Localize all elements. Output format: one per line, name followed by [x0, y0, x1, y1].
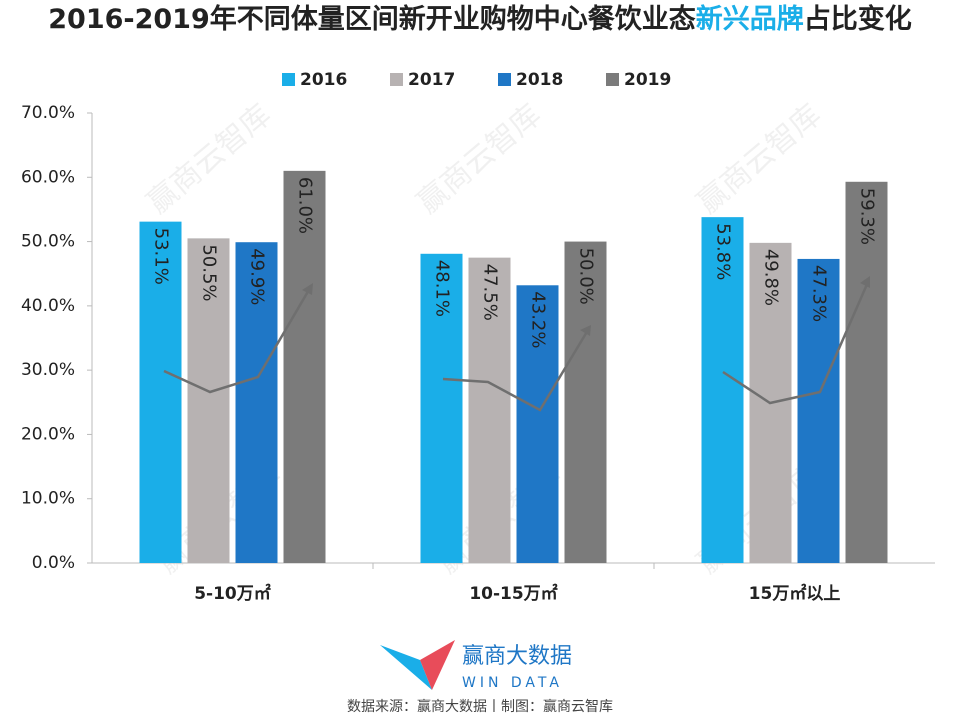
value-label: 59.3% [857, 188, 878, 245]
trend-arrow [722, 281, 870, 405]
y-tick-label: 70.0% [21, 103, 75, 123]
watermark: 赢商云智库 [411, 98, 548, 221]
bar [845, 181, 888, 564]
value-label: 47.3% [809, 265, 830, 322]
trend-arrow [442, 329, 590, 412]
value-label: 53.8% [713, 223, 734, 280]
bar [701, 217, 744, 563]
logo-shape [420, 640, 455, 690]
value-label: 47.5% [480, 264, 501, 321]
arrow-head [302, 283, 313, 295]
arrow-head [580, 325, 591, 336]
source: 数据来源：赢商大数据丨制图：赢商云智库 [347, 698, 613, 715]
value-label: 49.9% [246, 248, 267, 305]
arrow-heads [302, 276, 870, 336]
bar [235, 242, 278, 563]
logo-shape [380, 645, 432, 690]
y-tick-label: 20.0% [21, 424, 75, 444]
bar [420, 253, 463, 564]
watermark: 赢商云智库 [141, 98, 278, 221]
legend-label: 2016 [300, 70, 347, 90]
trend-arrow [163, 287, 312, 394]
x-tick-label: 15万㎡以上 [749, 583, 841, 604]
bar [516, 285, 559, 563]
legend-label: 2018 [516, 70, 563, 90]
watermark: 赢商云智库 [691, 98, 828, 221]
legend-swatch [390, 73, 403, 86]
bar [283, 170, 326, 563]
y-tick-label: 40.0% [21, 296, 75, 316]
legend-label: 2017 [408, 70, 455, 90]
y-tick-label: 30.0% [21, 360, 75, 380]
bar [468, 257, 511, 563]
value-label: 53.1% [151, 228, 172, 285]
y-tick-label: 0.0% [32, 553, 75, 573]
bar [139, 221, 182, 563]
value-label: 50.5% [199, 244, 220, 301]
logo-name: 赢商大数据 [462, 644, 572, 669]
y-tick-label: 10.0% [21, 489, 75, 509]
value-label: 49.8% [761, 249, 782, 306]
x-tick-label: 10-15万㎡ [469, 583, 557, 604]
value-label: 61.0% [295, 177, 316, 234]
title-part: 2016-2019年不同体量区间新开业购物中心餐饮业态 [48, 3, 696, 35]
value-label: 43.2% [528, 291, 549, 348]
plot: 赢商云智库赢商云智库赢商云智库赢商云智库赢商云智库赢商云智库0.0%10.0%2… [21, 70, 935, 604]
trend-arrows [163, 281, 870, 412]
title-part: 占比变化 [804, 3, 912, 35]
legend-swatch [606, 73, 619, 86]
legend-swatch [282, 73, 295, 86]
x-tick-label: 5-10万㎡ [194, 583, 271, 604]
value-label: 50.0% [576, 248, 597, 305]
arrow-head [860, 276, 870, 288]
bar [187, 238, 230, 563]
logo: 赢商大数据 WIN DATA [380, 640, 572, 691]
bar [797, 258, 840, 563]
legend-label: 2019 [624, 70, 671, 90]
title-highlight: 新兴品牌 [696, 3, 804, 35]
chart-title: 2016-2019年不同体量区间新开业购物中心餐饮业态新兴品牌占比变化 [48, 3, 912, 35]
y-tick-label: 60.0% [21, 167, 75, 187]
logo-subtitle: WIN DATA [462, 675, 563, 691]
y-tick-label: 50.0% [21, 232, 75, 252]
value-label: 48.1% [432, 260, 453, 317]
bar [564, 241, 607, 564]
legend-swatch [498, 73, 511, 86]
